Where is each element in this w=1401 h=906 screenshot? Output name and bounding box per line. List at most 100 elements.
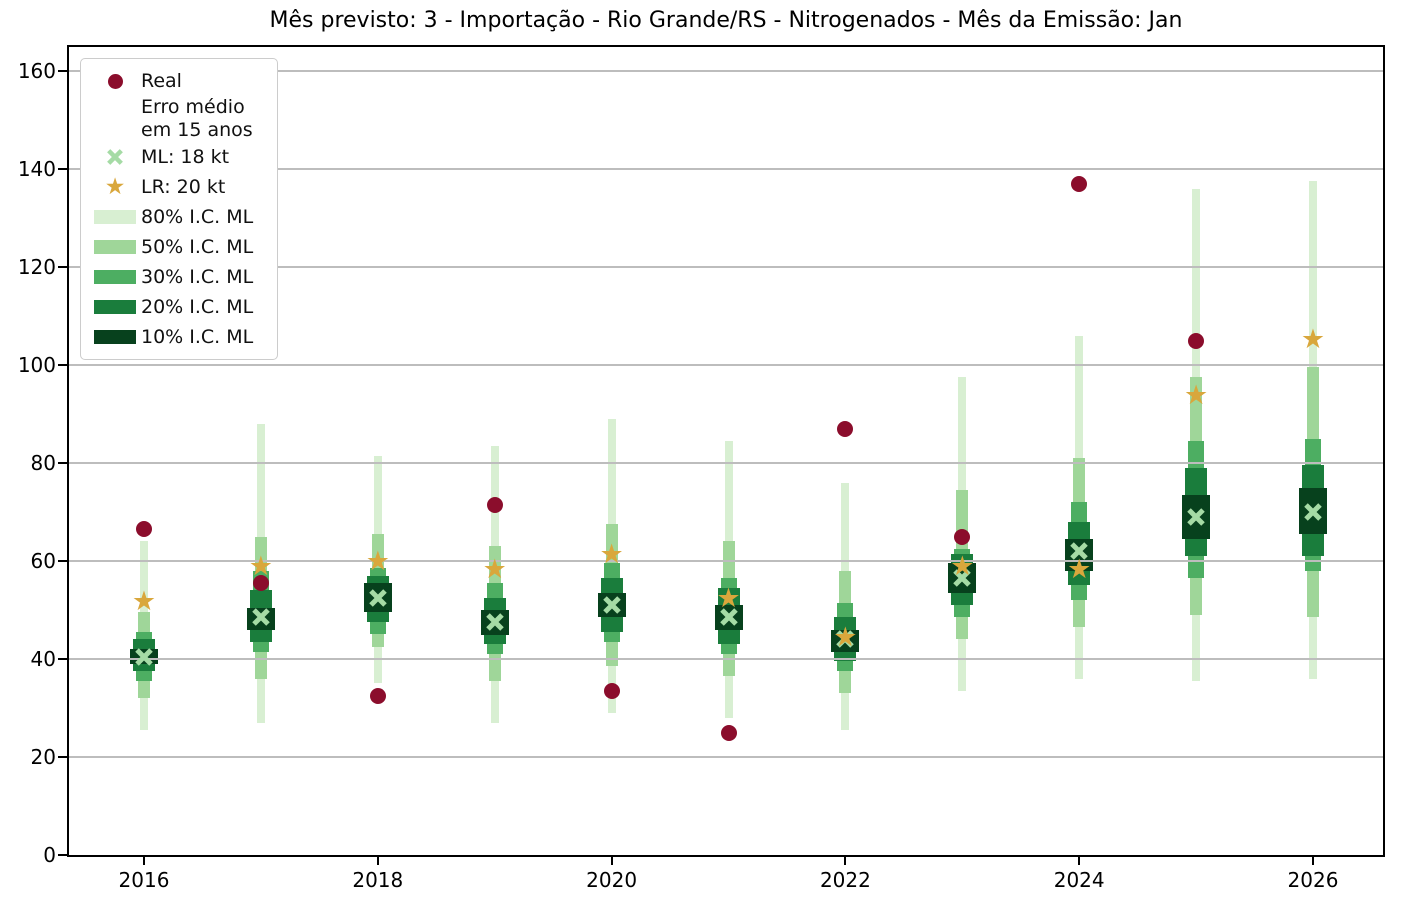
y-tick-label: 140 <box>17 157 56 181</box>
legend: Real Erro médio em 15 anos ML: 18 kt ★ LR: 20… <box>80 58 278 360</box>
real-dot-marker <box>136 521 152 538</box>
x-tick-label: 2020 <box>586 868 638 892</box>
legend-handle <box>89 300 141 314</box>
legend-item-ml-x: ML: 18 kt <box>89 142 267 172</box>
gridline-y-140 <box>69 168 1383 170</box>
legend-handle <box>89 240 141 254</box>
ml-x-marker <box>835 629 855 649</box>
real-dot-marker <box>837 420 854 437</box>
plot-area: ★ ★ ★ ★ ★ ★ ★ ★ ★ ★ ★ <box>67 45 1385 857</box>
ml-x-marker <box>134 647 154 667</box>
gridline-y-120 <box>69 266 1383 268</box>
x-tickmark <box>1312 857 1314 865</box>
y-tickmark <box>58 854 67 856</box>
x-tickmark <box>1078 857 1081 865</box>
y-tick-label: 20 <box>30 745 56 769</box>
y-tickmark <box>58 756 67 758</box>
ml-x-marker <box>1186 507 1206 527</box>
y-tick-label: 160 <box>17 59 56 83</box>
real-dot-marker <box>603 682 620 699</box>
patch-ci50-swatch <box>94 240 136 254</box>
gridline-y-40 <box>69 658 1383 660</box>
lr-star-marker: ★ <box>1300 323 1326 355</box>
real-dot-marker <box>369 687 386 704</box>
legend-label: LR: 20 kt <box>141 175 226 198</box>
real-dot-marker <box>720 724 737 741</box>
gridline-y-80 <box>69 462 1383 464</box>
legend-item-patch-ci20: 20% I.C. ML <box>89 292 267 322</box>
x-tick-label: 2018 <box>352 868 404 892</box>
legend-item-patch-ci50: 50% I.C. ML <box>89 232 267 262</box>
legend-item-patch-ci80: 80% I.C. ML <box>89 202 267 232</box>
real-dot-marker <box>252 575 269 592</box>
legend-handle: ★ <box>89 173 141 200</box>
y-tickmark <box>58 560 67 562</box>
ci-band-ci10 <box>1065 538 1094 571</box>
legend-item-none: Erro médio em 15 anos <box>89 96 267 142</box>
y-tickmark <box>58 658 67 660</box>
x-tick-label: 2026 <box>1287 868 1339 892</box>
y-tick-label: 60 <box>30 549 56 573</box>
gridline-y-20 <box>69 756 1383 758</box>
lr-star-marker: ★ <box>599 539 624 571</box>
patch-ci10-swatch <box>94 330 136 344</box>
y-tickmark <box>58 462 67 464</box>
chart-title: Mês previsto: 3 - Importação - Rio Grand… <box>269 8 1183 33</box>
ml-x-marker <box>251 607 271 627</box>
legend-label: ML: 18 kt <box>141 145 230 168</box>
ml-x-icon <box>106 148 124 166</box>
legend-item-real-dot: Real <box>89 66 267 96</box>
y-tick-label: 40 <box>30 647 56 671</box>
legend-label: 20% I.C. ML <box>141 295 254 318</box>
x-tickmark <box>376 857 379 865</box>
ml-x-marker <box>602 595 622 615</box>
y-tickmark <box>58 266 67 268</box>
y-tick-label: 80 <box>30 451 56 475</box>
gridline-y-100 <box>69 364 1383 366</box>
legend-label: 50% I.C. ML <box>141 235 254 258</box>
y-tick-label: 100 <box>17 353 56 377</box>
ml-x-marker <box>952 568 972 588</box>
legend-label: 10% I.C. ML <box>141 325 254 348</box>
y-tick-label: 0 <box>43 843 56 867</box>
lr-star-marker: ★ <box>1067 553 1092 585</box>
lr-star-marker: ★ <box>716 583 741 615</box>
lr-star-marker: ★ <box>482 553 507 585</box>
lr-star-marker: ★ <box>1183 379 1209 411</box>
lr-star-marker: ★ <box>131 585 157 617</box>
ml-x-marker <box>1069 541 1089 561</box>
y-tickmark <box>58 70 67 72</box>
real-dot-icon <box>107 73 123 89</box>
x-tickmark <box>610 857 613 865</box>
legend-handle <box>89 270 141 284</box>
patch-ci30-swatch <box>94 270 136 284</box>
legend-handle <box>89 73 141 89</box>
lr-star-marker: ★ <box>365 546 390 578</box>
legend-item-patch-ci10: 10% I.C. ML <box>89 322 267 352</box>
legend-handle <box>89 330 141 344</box>
ml-x-marker <box>485 612 505 632</box>
ml-x-marker <box>1303 502 1323 522</box>
gridline-y-160 <box>69 70 1383 72</box>
x-tickmark <box>143 857 145 865</box>
lr-star-marker: ★ <box>833 622 858 654</box>
x-tick-label: 2024 <box>1053 868 1105 892</box>
legend-handle <box>89 210 141 224</box>
y-tickmark <box>58 364 67 366</box>
patch-ci20-swatch <box>94 300 136 314</box>
legend-item-patch-ci30: 30% I.C. ML <box>89 262 267 292</box>
x-tick-label: 2022 <box>819 868 871 892</box>
legend-label: Real <box>141 69 182 92</box>
lr-star-icon: ★ <box>104 173 126 200</box>
y-tick-label: 120 <box>17 255 56 279</box>
legend-label: Erro médio em 15 anos <box>141 96 253 141</box>
legend-item-lr-star: ★ LR: 20 kt <box>89 172 267 202</box>
ml-x-marker <box>368 588 388 608</box>
x-tickmark <box>844 857 847 865</box>
legend-label: 30% I.C. ML <box>141 265 254 288</box>
x-tick-label: 2016 <box>118 868 170 892</box>
real-dot-marker <box>486 496 503 513</box>
real-dot-marker <box>1071 175 1088 192</box>
legend-handle <box>89 148 141 166</box>
